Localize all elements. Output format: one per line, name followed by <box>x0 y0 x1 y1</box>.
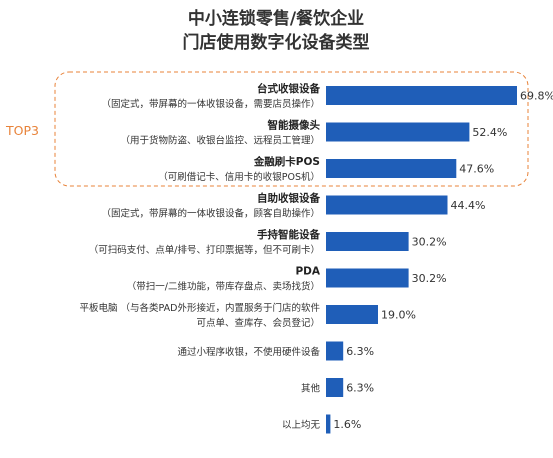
chart-title-line: 中小连锁零售/餐饮企业 <box>188 8 364 29</box>
category-label: （可刷借记卡、信用卡的收银POS机） <box>158 171 320 183</box>
category-label: 可点单、查库存、会员登记） <box>196 317 320 329</box>
data-label: 44.4% <box>451 199 486 212</box>
category-label: 以上均无 <box>282 419 321 431</box>
category-label: （固定式，带屏幕的一体收银设备，需要店员操作） <box>101 98 320 110</box>
bar <box>326 268 409 288</box>
category-label: 其他 <box>301 383 321 395</box>
category-label: 台式收银设备 <box>257 82 320 95</box>
chart-title-line: 门店使用数字化设备类型 <box>183 32 370 53</box>
bar-group: 69.8% 台式收银设备 （固定式，带屏幕的一体收银设备，需要店员操作） 52.4% 智… <box>80 82 553 434</box>
bar <box>326 414 331 434</box>
category-label: 通过小程序收银，不使用硬件设备 <box>177 346 320 358</box>
category-label: 手持智能设备 <box>257 228 320 241</box>
data-label: 6.3% <box>346 345 374 358</box>
data-label: 47.6% <box>459 163 494 176</box>
category-label: 智能摄像头 <box>267 119 321 132</box>
category-label: （可扫码支付、点单/排号、打印票据等，但不可刷卡） <box>89 244 320 256</box>
data-label: 30.2% <box>412 236 447 249</box>
category-label: 自助收银设备 <box>257 192 320 205</box>
data-label: 6.3% <box>346 382 374 395</box>
bar <box>326 86 517 105</box>
bar <box>326 122 470 142</box>
data-label: 52.4% <box>472 126 507 139</box>
bar <box>326 195 448 215</box>
bar <box>326 378 344 397</box>
top3-label: TOP3 <box>5 123 39 138</box>
bar <box>326 305 378 324</box>
data-label: 69.8% <box>520 90 553 103</box>
category-label: 金融刷卡POS <box>253 155 320 168</box>
bar <box>326 159 457 178</box>
data-label: 19.0% <box>381 309 416 322</box>
category-label: （用于货物防盗、收银台监控、远程员工管理） <box>120 135 320 147</box>
bar <box>326 232 409 251</box>
data-label: 1.6% <box>333 418 361 431</box>
category-label: PDA <box>295 266 320 278</box>
category-label: （固定式，带屏幕的一体收银设备，顾客自助操作） <box>101 208 320 220</box>
category-label: （带扫一/二维功能，带库存盘点、卖场找货） <box>127 281 320 293</box>
category-label: 平板电脑 （与各类PAD外形接近，内置服务于门店的软件 <box>80 302 321 314</box>
bar <box>326 341 344 361</box>
data-label: 30.2% <box>412 272 447 285</box>
